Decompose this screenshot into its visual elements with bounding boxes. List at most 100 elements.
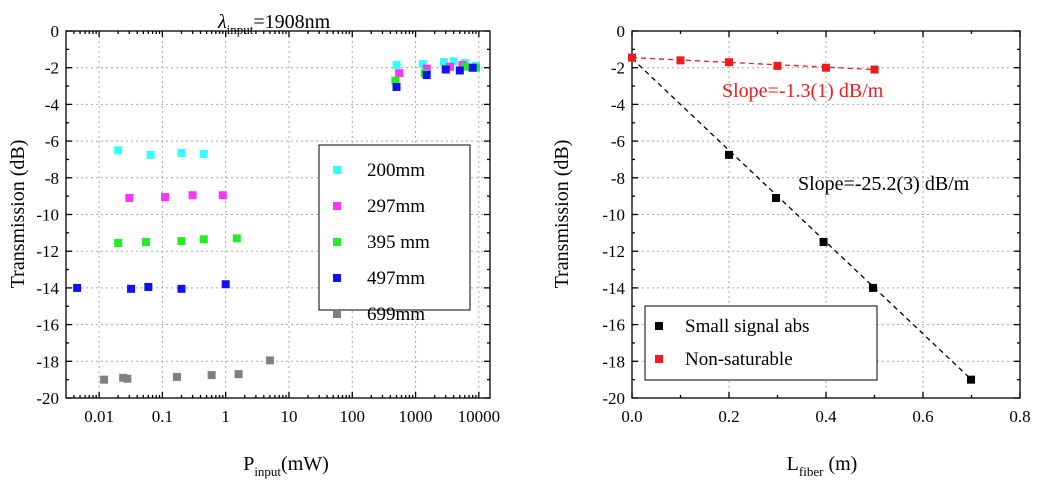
legend-box	[318, 144, 471, 311]
data-point-699mm	[234, 370, 243, 379]
data-point-497mm	[441, 65, 450, 74]
data-point-497mm	[73, 283, 82, 292]
x-tick-label: 10	[280, 407, 297, 426]
data-point-497mm	[455, 66, 464, 75]
slope-annotation-1: Slope=-1.3(1) dB/m	[722, 80, 884, 102]
x-tick-label: 0.8	[1009, 407, 1030, 426]
data-point-Small-signal-abs	[967, 375, 976, 384]
legend-box	[644, 305, 878, 381]
data-point-200mm	[418, 60, 427, 69]
data-point-497mm	[221, 280, 230, 289]
y-tick-label: -16	[602, 316, 625, 335]
data-point-699mm	[172, 372, 181, 381]
legend-label: 497mm	[367, 268, 425, 289]
data-point-395-mm	[199, 235, 208, 244]
data-point-Non-saturable	[773, 61, 782, 70]
data-point-497mm	[422, 71, 431, 80]
data-point-200mm	[114, 146, 123, 155]
data-point-395-mm	[232, 234, 241, 243]
data-point-395-mm	[177, 237, 186, 246]
y-tick-label: -2	[611, 59, 625, 78]
y-tick-label: -4	[45, 95, 60, 114]
legend-label: Non-saturable	[685, 349, 793, 370]
data-point-297mm	[395, 69, 404, 78]
y-tick-label: -8	[611, 169, 625, 188]
left-chart-power-sweep: 0 -2 -4 -6 -8 -10 -12 -14 -16 -18 -20 0.01 0.1 1 10 100…	[7, 11, 500, 479]
y-tick-label: -6	[45, 132, 59, 151]
legend-label: 395 mm	[367, 232, 430, 253]
data-point-Non-saturable	[725, 58, 733, 67]
data-point-297mm	[125, 193, 134, 202]
x-tick-label: 0.01	[84, 407, 114, 426]
y-tick-label: -8	[45, 169, 59, 188]
y-tick-label: -12	[602, 242, 625, 261]
y-tick-label: -14	[602, 279, 625, 298]
data-point-297mm	[161, 193, 170, 202]
legend-marker	[333, 166, 341, 174]
y-tick-label: -18	[602, 352, 625, 371]
y-tick-label: -20	[36, 389, 59, 408]
legend-marker	[333, 202, 341, 210]
y-tick-label: -10	[602, 206, 625, 225]
x-axis-title: Pinput(mW)	[243, 453, 329, 479]
data-point-297mm	[445, 62, 454, 71]
legend-marker	[655, 322, 663, 330]
data-point-200mm	[449, 57, 458, 66]
x-axis-title: Lfiber (m)	[787, 453, 858, 479]
legend-marker	[655, 355, 663, 363]
x-tick-label: 0.0	[621, 407, 642, 426]
data-point-699mm	[119, 373, 128, 382]
data-point-Small-signal-abs	[819, 238, 828, 247]
y-axis-title: Transmission (dB)	[7, 140, 29, 289]
x-tick-label: 1000	[399, 407, 433, 426]
fit-line-1	[631, 56, 875, 71]
y-tick-label: 0	[617, 22, 626, 41]
data-point-699mm	[207, 371, 216, 380]
data-point-297mm	[188, 191, 197, 200]
data-point-Non-saturable	[628, 53, 636, 62]
y-axis-title: Transmission (dB)	[551, 140, 573, 289]
data-point-200mm	[392, 60, 401, 69]
legend-label: 297mm	[367, 196, 425, 217]
data-point-497mm	[468, 63, 477, 72]
x-tick-label: 0.6	[912, 407, 933, 426]
fit-line-0	[631, 58, 972, 381]
data-point-395-mm	[114, 238, 123, 247]
right-chart-fiber-length: 0 -2 -4 -6 -8 -10 -12 -14 -16 -18 -200.0 0.2 0.4 0.6 0…	[551, 22, 1031, 479]
chart-title: λinput=1908nm	[217, 11, 331, 37]
data-point-497mm	[144, 282, 153, 291]
data-point-Small-signal-abs	[772, 193, 781, 202]
y-tick-label: -14	[36, 279, 59, 298]
data-point-200mm	[177, 149, 186, 158]
x-tick-label: 1	[221, 407, 230, 426]
data-point-395-mm	[460, 62, 469, 71]
x-tick-label: 0.2	[718, 407, 739, 426]
data-point-Non-saturable	[676, 56, 685, 65]
y-tick-label: -16	[36, 316, 59, 335]
data-point-200mm	[439, 58, 448, 67]
data-point-200mm	[146, 150, 155, 159]
data-point-297mm	[422, 64, 431, 73]
data-point-395-mm	[391, 76, 400, 85]
y-tick-label: -12	[36, 242, 59, 261]
y-tick-label: -4	[611, 95, 626, 114]
x-tick-label: 10000	[458, 407, 501, 426]
legend-label: 699mm	[367, 304, 425, 325]
legend-label: 200mm	[367, 160, 425, 181]
data-point-497mm	[177, 284, 186, 293]
data-point-Small-signal-abs	[869, 283, 878, 292]
data-point-395-mm	[141, 238, 150, 247]
data-point-200mm	[199, 149, 208, 158]
legend-marker	[333, 238, 341, 246]
x-tick-label: 0.1	[152, 407, 173, 426]
data-point-Non-saturable	[822, 63, 830, 72]
data-point-297mm	[218, 191, 227, 200]
y-tick-label: -20	[602, 389, 625, 408]
data-point-Small-signal-abs	[725, 150, 733, 159]
legend-marker	[333, 310, 341, 318]
y-tick-label: 0	[51, 22, 60, 41]
data-point-497mm	[127, 284, 136, 293]
data-point-699mm	[123, 374, 132, 383]
data-point-699mm	[100, 375, 109, 384]
